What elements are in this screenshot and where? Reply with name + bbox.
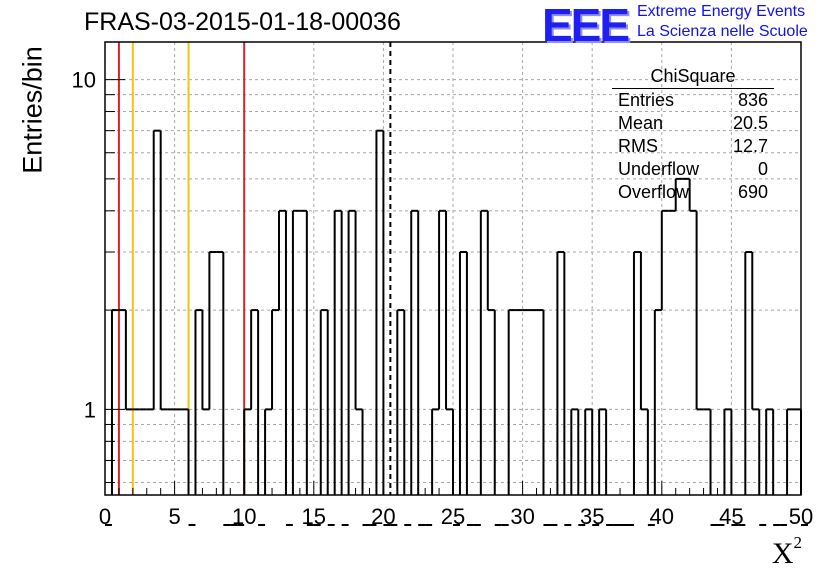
x-tick-label: 10 — [232, 504, 256, 529]
stats-row-underflow: Underflow 0 — [610, 158, 776, 181]
x-tick-label: 35 — [580, 504, 604, 529]
stats-row-rms: RMS 12.7 — [610, 135, 776, 158]
stats-box-title: ChiSquare — [612, 66, 774, 89]
stats-box: ChiSquare Entries 836 Mean 20.5 RMS 12.7… — [610, 66, 776, 204]
x-tick-label: 0 — [99, 504, 111, 529]
x-tick-label: 5 — [168, 504, 180, 529]
x-axis-label: X2 — [771, 533, 802, 571]
stats-row-entries: Entries 836 — [610, 89, 776, 112]
x-tick-label: 50 — [789, 504, 813, 529]
logo-text-line-1: Extreme Energy Events — [637, 3, 806, 20]
axis-ticks — [104, 79, 802, 495]
y-tick-label: 10 — [72, 68, 96, 93]
stats-label: Mean — [618, 113, 664, 133]
stats-value: 20.5 — [732, 113, 768, 133]
x-tick-label: 45 — [719, 504, 743, 529]
x-tick-label: 40 — [650, 504, 674, 529]
stats-value: 690 — [737, 182, 768, 202]
stats-row-mean: Mean 20.5 — [610, 112, 776, 135]
x-axis-label-symbol: X — [771, 537, 794, 570]
page-title: FRAS-03-2015-01-18-00036 — [84, 8, 401, 36]
stats-label: Entries — [618, 90, 675, 110]
reference-lines — [117, 42, 392, 495]
x-tick-label: 30 — [510, 504, 534, 529]
x-tick-label: 20 — [371, 504, 395, 529]
stats-label: RMS — [618, 136, 658, 156]
x-tick-label: 15 — [302, 504, 326, 529]
stats-row-overflow: Overflow 690 — [610, 181, 776, 204]
tick-labels: 0 5 10 15 20 25 30 35 40 45 50 1 10 — [72, 68, 814, 529]
eee-logo-mark: EEE — [542, 0, 630, 51]
stats-value: 12.7 — [732, 136, 768, 156]
y-tick-label: 1 — [84, 397, 96, 422]
stats-value: 836 — [737, 90, 768, 110]
stats-value: 0 — [757, 159, 768, 179]
y-axis-label: Entries/bin — [17, 46, 48, 174]
histogram-bars — [105, 129, 808, 526]
x-tick-label: 25 — [441, 504, 465, 529]
x-axis-label-superscript: 2 — [793, 533, 803, 552]
logo-text-line-2: La Scienza nelle Scuole — [637, 23, 808, 40]
stats-label: Overflow — [618, 182, 690, 202]
stats-label: Underflow — [618, 159, 700, 179]
